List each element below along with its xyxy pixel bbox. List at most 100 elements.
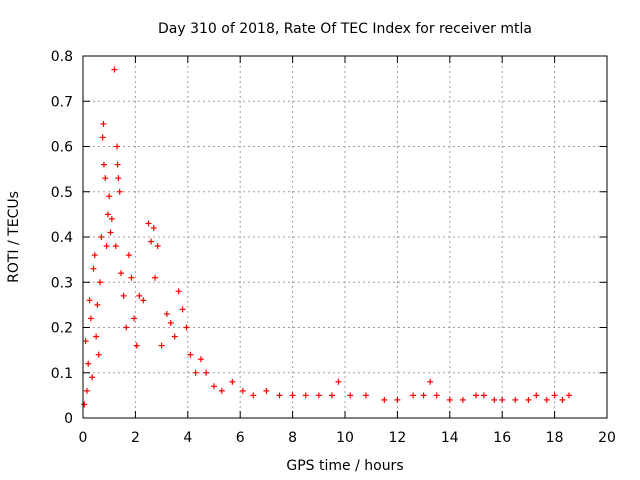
data-point: [152, 274, 159, 281]
x-tick-label: 10: [336, 430, 354, 446]
data-point: [103, 243, 110, 250]
data-point: [95, 351, 102, 358]
data-point: [427, 378, 434, 385]
data-point: [381, 396, 388, 403]
x-tick-label: 20: [598, 430, 616, 446]
data-point: [148, 238, 155, 245]
data-point: [116, 188, 123, 195]
x-tick-label: 8: [288, 430, 297, 446]
data-point: [128, 274, 135, 281]
data-point: [94, 301, 101, 308]
y-tick-label: 0: [64, 411, 73, 427]
data-point: [81, 401, 88, 408]
y-tick-label: 0.5: [51, 185, 73, 201]
data-point: [133, 342, 140, 349]
x-tick-label: 4: [183, 430, 192, 446]
data-point: [86, 297, 93, 304]
x-axis-label: GPS time / hours: [286, 458, 403, 474]
y-tick-label: 0.3: [51, 275, 73, 291]
data-point: [115, 175, 122, 182]
data-point: [111, 66, 118, 73]
data-point: [85, 360, 92, 367]
x-tick-label: 18: [546, 430, 564, 446]
data-point: [289, 392, 296, 399]
y-tick-label: 0.8: [51, 49, 73, 65]
x-tick-label: 16: [493, 430, 511, 446]
data-point: [250, 392, 257, 399]
data-point: [175, 288, 182, 295]
y-tick-label: 0.4: [51, 230, 73, 246]
data-point: [83, 387, 90, 394]
data-point: [211, 383, 217, 390]
data-point: [158, 342, 165, 349]
data-point: [433, 392, 440, 399]
data-point: [229, 378, 236, 385]
data-point: [97, 279, 104, 286]
data-point: [187, 351, 194, 358]
data-point: [114, 161, 121, 168]
axis-ticks: 0 2 4 6 8 10 12 14 16 18 20 0 0.1 0.2 0.3 0.4 0.5 0.6 0.7 0…: [51, 49, 616, 446]
data-point: [102, 175, 109, 182]
x-tick-label: 6: [236, 430, 245, 446]
data-point: [108, 215, 115, 222]
data-point: [335, 378, 342, 385]
data-point: [93, 333, 100, 340]
x-tick-label: 14: [441, 430, 459, 446]
y-tick-label: 0.1: [51, 366, 73, 382]
data-point: [459, 396, 466, 403]
data-points: [81, 66, 573, 408]
data-point: [446, 396, 453, 403]
data-point: [163, 310, 170, 317]
data-point: [347, 392, 354, 399]
data-point: [136, 292, 143, 299]
data-point: [90, 265, 97, 272]
data-point: [106, 193, 113, 200]
data-point: [491, 396, 498, 403]
data-point: [499, 396, 506, 403]
data-point: [150, 224, 157, 231]
data-point: [104, 211, 111, 218]
x-tick-label: 0: [79, 430, 88, 446]
data-point: [98, 234, 105, 240]
data-point: [566, 392, 573, 399]
data-point: [91, 252, 98, 259]
data-point: [525, 396, 532, 403]
data-point: [239, 387, 246, 394]
data-point: [218, 387, 225, 394]
data-point: [203, 369, 210, 376]
data-point: [107, 229, 114, 236]
data-point: [197, 356, 204, 363]
data-point: [183, 324, 190, 331]
x-tick-label: 2: [131, 430, 140, 446]
data-point: [140, 297, 147, 304]
data-point: [112, 243, 119, 250]
x-tick-label: 12: [388, 430, 406, 446]
data-point: [362, 392, 369, 399]
data-point: [410, 392, 417, 399]
data-point: [551, 392, 558, 399]
data-point: [89, 374, 96, 381]
data-point: [99, 134, 106, 141]
data-point: [114, 143, 121, 150]
data-point: [315, 392, 322, 399]
data-point: [394, 396, 401, 403]
data-point: [120, 292, 127, 299]
y-axis-label: ROTI / TECUs: [6, 191, 22, 283]
data-point: [473, 392, 479, 399]
y-tick-label: 0.6: [51, 140, 73, 156]
data-point: [543, 396, 550, 403]
data-point: [559, 396, 566, 403]
y-tick-label: 0.2: [51, 321, 73, 337]
data-point: [263, 387, 270, 394]
data-point: [100, 161, 107, 168]
data-point: [117, 270, 124, 277]
data-point: [533, 392, 540, 399]
data-point: [276, 392, 283, 399]
data-point: [87, 315, 94, 322]
data-point: [420, 392, 427, 399]
data-point: [145, 220, 152, 227]
y-tick-label: 0.7: [51, 94, 73, 110]
chart-title: Day 310 of 2018, Rate Of TEC Index for r…: [158, 21, 532, 37]
